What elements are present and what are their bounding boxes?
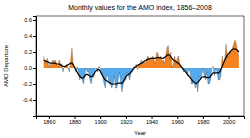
x-tick: 1940 bbox=[146, 116, 158, 125]
y-tick: 0.4 bbox=[24, 33, 36, 39]
area-negative-group bbox=[44, 68, 239, 92]
y-tick: 0.2 bbox=[24, 49, 36, 55]
area-edge bbox=[44, 40, 239, 92]
x-tick-label: 1920 bbox=[120, 119, 132, 125]
x-tick-label: 2000 bbox=[223, 119, 235, 125]
area-positive-group bbox=[44, 40, 239, 68]
x-tick-label: 1900 bbox=[95, 119, 107, 125]
y-tick-label: -0.2 bbox=[23, 81, 32, 87]
plot-frame bbox=[36, 16, 244, 116]
x-tick-label: 1980 bbox=[197, 119, 209, 125]
y-tick-mark bbox=[33, 100, 36, 101]
smoothed-line bbox=[44, 49, 239, 84]
y-axis-line bbox=[33, 17, 37, 117]
x-tick: 1980 bbox=[197, 116, 209, 125]
marks bbox=[44, 40, 239, 92]
y-tick-mark bbox=[33, 68, 36, 69]
y-tick-label: 0.4 bbox=[24, 33, 32, 39]
x-tick-label: 1940 bbox=[146, 119, 158, 125]
x-tick: 1960 bbox=[172, 116, 184, 125]
area-negative bbox=[44, 68, 239, 92]
chart: 1860 1880 1900 1920 1940 1960 1980 2000 -0.4 -0.2… bbox=[0, 0, 250, 138]
y-tick-label: 0.0 bbox=[24, 65, 32, 71]
x-tick: 1900 bbox=[95, 116, 107, 125]
x-tick-label: 1880 bbox=[69, 119, 81, 125]
y-tick-label: 0.2 bbox=[24, 49, 32, 55]
x-axis: 1860 1880 1900 1920 1940 1960 1980 2000 bbox=[37, 116, 245, 125]
x-tick: 1920 bbox=[120, 116, 132, 125]
y-tick: -0.2 bbox=[23, 81, 36, 87]
y-axis: -0.4 -0.2 0.0 0.2 0.4 0.6 bbox=[23, 17, 37, 117]
y-tick-mark bbox=[33, 52, 36, 53]
y-axis-title: AMO Departure bbox=[3, 44, 9, 87]
x-tick-label: 1860 bbox=[43, 119, 55, 125]
area-positive bbox=[44, 40, 239, 68]
x-tick: 2000 bbox=[223, 116, 235, 125]
x-tick: 1860 bbox=[43, 116, 55, 125]
y-tick: 0.0 bbox=[24, 65, 36, 71]
y-tick-mark bbox=[33, 36, 36, 37]
x-axis-title: Year bbox=[134, 130, 146, 136]
y-tick: -0.4 bbox=[23, 97, 36, 103]
y-tick-label: -0.4 bbox=[23, 97, 32, 103]
y-tick-mark bbox=[33, 84, 36, 85]
y-tick-mark bbox=[33, 20, 36, 21]
x-tick: 1880 bbox=[69, 116, 81, 125]
title: Monthly values for the AMO index, 1856–2… bbox=[68, 4, 212, 12]
x-axis-line bbox=[37, 117, 245, 120]
plot: 1860 1880 1900 1920 1940 1960 1980 2000 -0.4 -0.2… bbox=[23, 16, 245, 125]
x-tick-label: 1960 bbox=[172, 119, 184, 125]
y-tick: 0.6 bbox=[24, 17, 36, 23]
y-tick-label: 0.6 bbox=[24, 17, 32, 23]
